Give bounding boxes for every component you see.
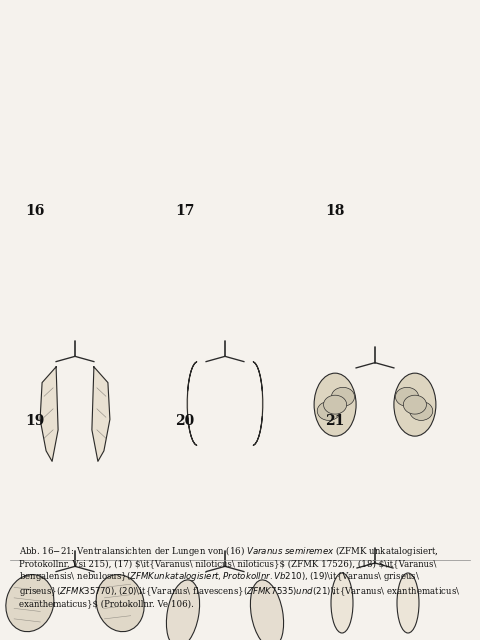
Ellipse shape [409, 401, 433, 420]
Text: 19: 19 [25, 414, 44, 428]
Text: 21: 21 [325, 414, 344, 428]
Ellipse shape [394, 373, 436, 436]
Text: 18: 18 [325, 204, 344, 218]
Text: Abb. 16$-$21: Ventralansichten der Lungen von (16) $\it{Varanus\ semiremex}$ (ZF: Abb. 16$-$21: Ventralansichten der Lunge… [19, 544, 461, 609]
Polygon shape [40, 367, 58, 461]
Text: 20: 20 [175, 414, 194, 428]
Polygon shape [92, 367, 110, 461]
Ellipse shape [6, 575, 54, 632]
Ellipse shape [167, 580, 200, 640]
Text: 17: 17 [175, 204, 194, 218]
Ellipse shape [96, 575, 144, 632]
Text: 16: 16 [25, 204, 44, 218]
Ellipse shape [403, 395, 426, 414]
Ellipse shape [314, 373, 356, 436]
Ellipse shape [397, 573, 419, 633]
Ellipse shape [251, 580, 284, 640]
Ellipse shape [331, 573, 353, 633]
Polygon shape [187, 362, 197, 445]
Ellipse shape [317, 401, 340, 420]
Ellipse shape [331, 387, 355, 406]
Ellipse shape [324, 395, 347, 414]
Ellipse shape [396, 387, 419, 406]
Polygon shape [253, 362, 263, 445]
